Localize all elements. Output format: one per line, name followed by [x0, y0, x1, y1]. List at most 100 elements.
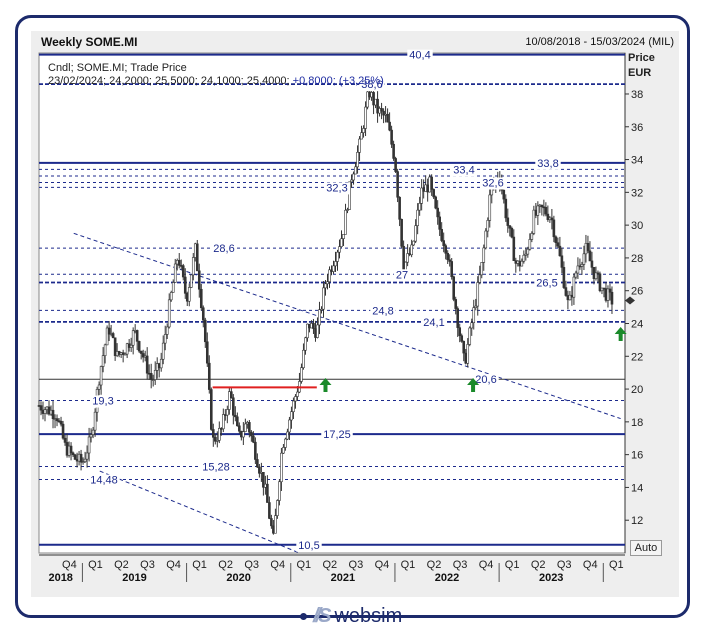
level-label: 24,8: [372, 305, 393, 317]
candle-body: [570, 294, 574, 298]
candle-body: [372, 92, 375, 106]
level-label-bg: [473, 374, 499, 387]
candle-body: [600, 287, 604, 292]
candle-body: [238, 425, 241, 432]
candle-body: [195, 243, 199, 272]
candle-body: [336, 251, 339, 262]
candle-body: [310, 323, 313, 329]
candle-body: [115, 351, 119, 356]
candle-body: [47, 406, 51, 415]
candle-body: [476, 282, 480, 307]
candle-body: [544, 207, 548, 215]
candle-body: [55, 418, 59, 422]
candle-body: [358, 138, 361, 153]
candle-body: [528, 239, 532, 250]
candle-body: [276, 500, 279, 516]
candle-body: [510, 227, 514, 238]
level-label: 15,28: [202, 461, 230, 473]
candle-body: [224, 414, 227, 416]
x-quarter-label: Q4: [479, 559, 494, 571]
candle-body: [468, 327, 472, 345]
x-quarter-label: Q4: [166, 559, 181, 571]
candle-body: [560, 255, 564, 268]
x-quarter-label: Q2: [531, 559, 546, 571]
candle-body: [155, 363, 159, 371]
candle-body: [252, 435, 255, 443]
candle-body: [444, 245, 447, 254]
candle-body: [45, 406, 49, 410]
candle-body: [268, 502, 271, 519]
up-arrow-icon: [319, 378, 332, 392]
candle-body: [49, 409, 53, 415]
level-label: 32,6: [482, 178, 503, 190]
level-label-bg: [393, 269, 411, 282]
candle-body: [103, 344, 107, 356]
candle-body: [318, 309, 321, 326]
candle-body: [554, 236, 558, 243]
y-tick-label: 16: [631, 450, 643, 462]
candle-body: [418, 203, 421, 211]
candle-body: [530, 233, 534, 240]
candle-body: [338, 246, 341, 253]
candle-body: [436, 207, 439, 218]
candle-body: [214, 437, 217, 442]
x-quarter-label: Q4: [270, 559, 285, 571]
candle-body: [348, 181, 351, 210]
candle-body: [450, 261, 454, 278]
candle-body: [590, 260, 594, 268]
level-label-bg: [534, 277, 560, 290]
candle-body: [458, 327, 462, 336]
candle-body: [534, 209, 538, 216]
candle-body: [566, 295, 570, 301]
level-label-bg: [211, 243, 237, 256]
x-quarter-label: Q1: [505, 559, 520, 571]
candle-body: [516, 260, 520, 264]
candle-body: [586, 243, 590, 252]
candle-body: [520, 260, 524, 267]
candle-body: [296, 391, 299, 397]
candle-body: [328, 269, 331, 283]
candle-body: [456, 308, 460, 328]
y-tick-label: 34: [631, 155, 643, 167]
candle-body: [181, 265, 185, 278]
candle-body: [330, 269, 333, 272]
candle-body: [65, 442, 69, 456]
candle-body: [147, 372, 151, 375]
candle-body: [109, 333, 113, 335]
candle-body: [598, 273, 602, 292]
x-quarter-label: Q3: [244, 559, 259, 571]
x-quarter-label: Q1: [88, 559, 103, 571]
candle-body: [43, 409, 47, 414]
candle-body: [173, 263, 177, 283]
candle-body: [67, 445, 71, 456]
candle-body: [584, 243, 588, 255]
candle-body: [546, 213, 550, 220]
candle-body: [362, 128, 365, 133]
x-year-label: 2018: [48, 572, 72, 584]
candle-body: [592, 267, 596, 279]
candle-body: [352, 173, 355, 181]
candle-body: [63, 437, 67, 443]
candle-body: [37, 405, 41, 407]
candle-body: [384, 113, 387, 116]
candle-body: [205, 341, 209, 364]
candle-body: [131, 330, 135, 346]
up-arrow-icon: [467, 378, 480, 392]
candle-body: [216, 440, 219, 442]
candle-body: [564, 287, 568, 296]
level-label-bg: [296, 539, 322, 552]
candle-body: [79, 453, 83, 463]
candle-body: [464, 352, 468, 364]
level-label-bg: [407, 49, 433, 62]
candle-body: [518, 260, 522, 267]
candle-body: [446, 252, 449, 261]
candle-body: [364, 106, 367, 129]
level-label-bg: [421, 316, 447, 329]
candle-body: [354, 166, 357, 175]
auto-scale-button[interactable]: Auto: [630, 540, 662, 556]
candle-body: [83, 458, 87, 462]
candle-body: [300, 367, 303, 382]
footer-brand: //S websim: [300, 603, 402, 629]
candle-body: [220, 428, 223, 430]
